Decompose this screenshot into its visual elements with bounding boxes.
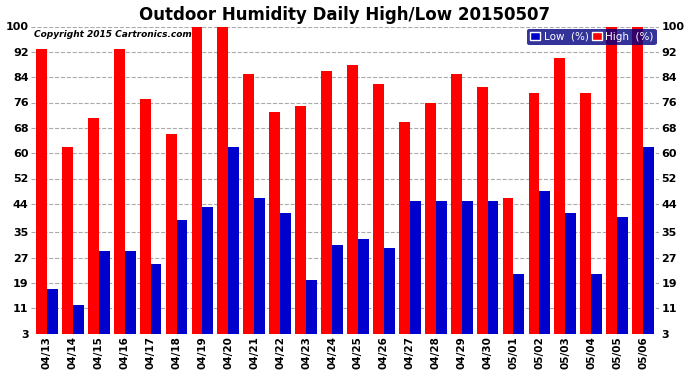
Bar <box>99 251 110 343</box>
Bar <box>192 27 202 343</box>
Bar <box>125 251 135 343</box>
Bar <box>166 134 177 343</box>
Bar <box>384 248 395 343</box>
Bar <box>255 198 265 343</box>
Bar <box>114 49 125 343</box>
Bar <box>47 290 58 343</box>
Bar <box>591 273 602 343</box>
Bar <box>139 99 150 343</box>
Bar <box>295 106 306 343</box>
Bar <box>244 74 255 343</box>
Bar <box>555 58 565 343</box>
Bar <box>373 84 384 343</box>
Bar <box>347 64 358 343</box>
Bar <box>529 93 540 343</box>
Bar <box>228 147 239 343</box>
Bar <box>632 27 643 343</box>
Bar <box>435 201 446 343</box>
Bar <box>177 220 188 343</box>
Bar <box>73 305 83 343</box>
Title: Outdoor Humidity Daily High/Low 20150507: Outdoor Humidity Daily High/Low 20150507 <box>139 6 551 24</box>
Bar <box>88 118 99 343</box>
Bar <box>358 238 369 343</box>
Bar <box>321 71 332 343</box>
Bar <box>477 87 488 343</box>
Bar <box>36 49 47 343</box>
Bar <box>399 122 410 343</box>
Bar <box>269 112 280 343</box>
Bar <box>580 93 591 343</box>
Bar <box>217 27 228 343</box>
Text: Copyright 2015 Cartronics.com: Copyright 2015 Cartronics.com <box>34 30 193 39</box>
Bar <box>410 201 421 343</box>
Bar <box>280 213 291 343</box>
Bar <box>150 264 161 343</box>
Bar <box>513 273 524 343</box>
Bar <box>607 27 617 343</box>
Bar <box>62 147 73 343</box>
Legend: Low  (%), High  (%): Low (%), High (%) <box>527 28 657 45</box>
Bar <box>565 213 576 343</box>
Bar <box>306 280 317 343</box>
Bar <box>643 147 654 343</box>
Bar <box>332 245 343 343</box>
Bar <box>617 216 628 343</box>
Bar <box>462 201 473 343</box>
Bar <box>502 198 513 343</box>
Bar <box>202 207 213 343</box>
Bar <box>425 102 435 343</box>
Bar <box>488 201 498 343</box>
Bar <box>451 74 462 343</box>
Bar <box>540 191 551 343</box>
